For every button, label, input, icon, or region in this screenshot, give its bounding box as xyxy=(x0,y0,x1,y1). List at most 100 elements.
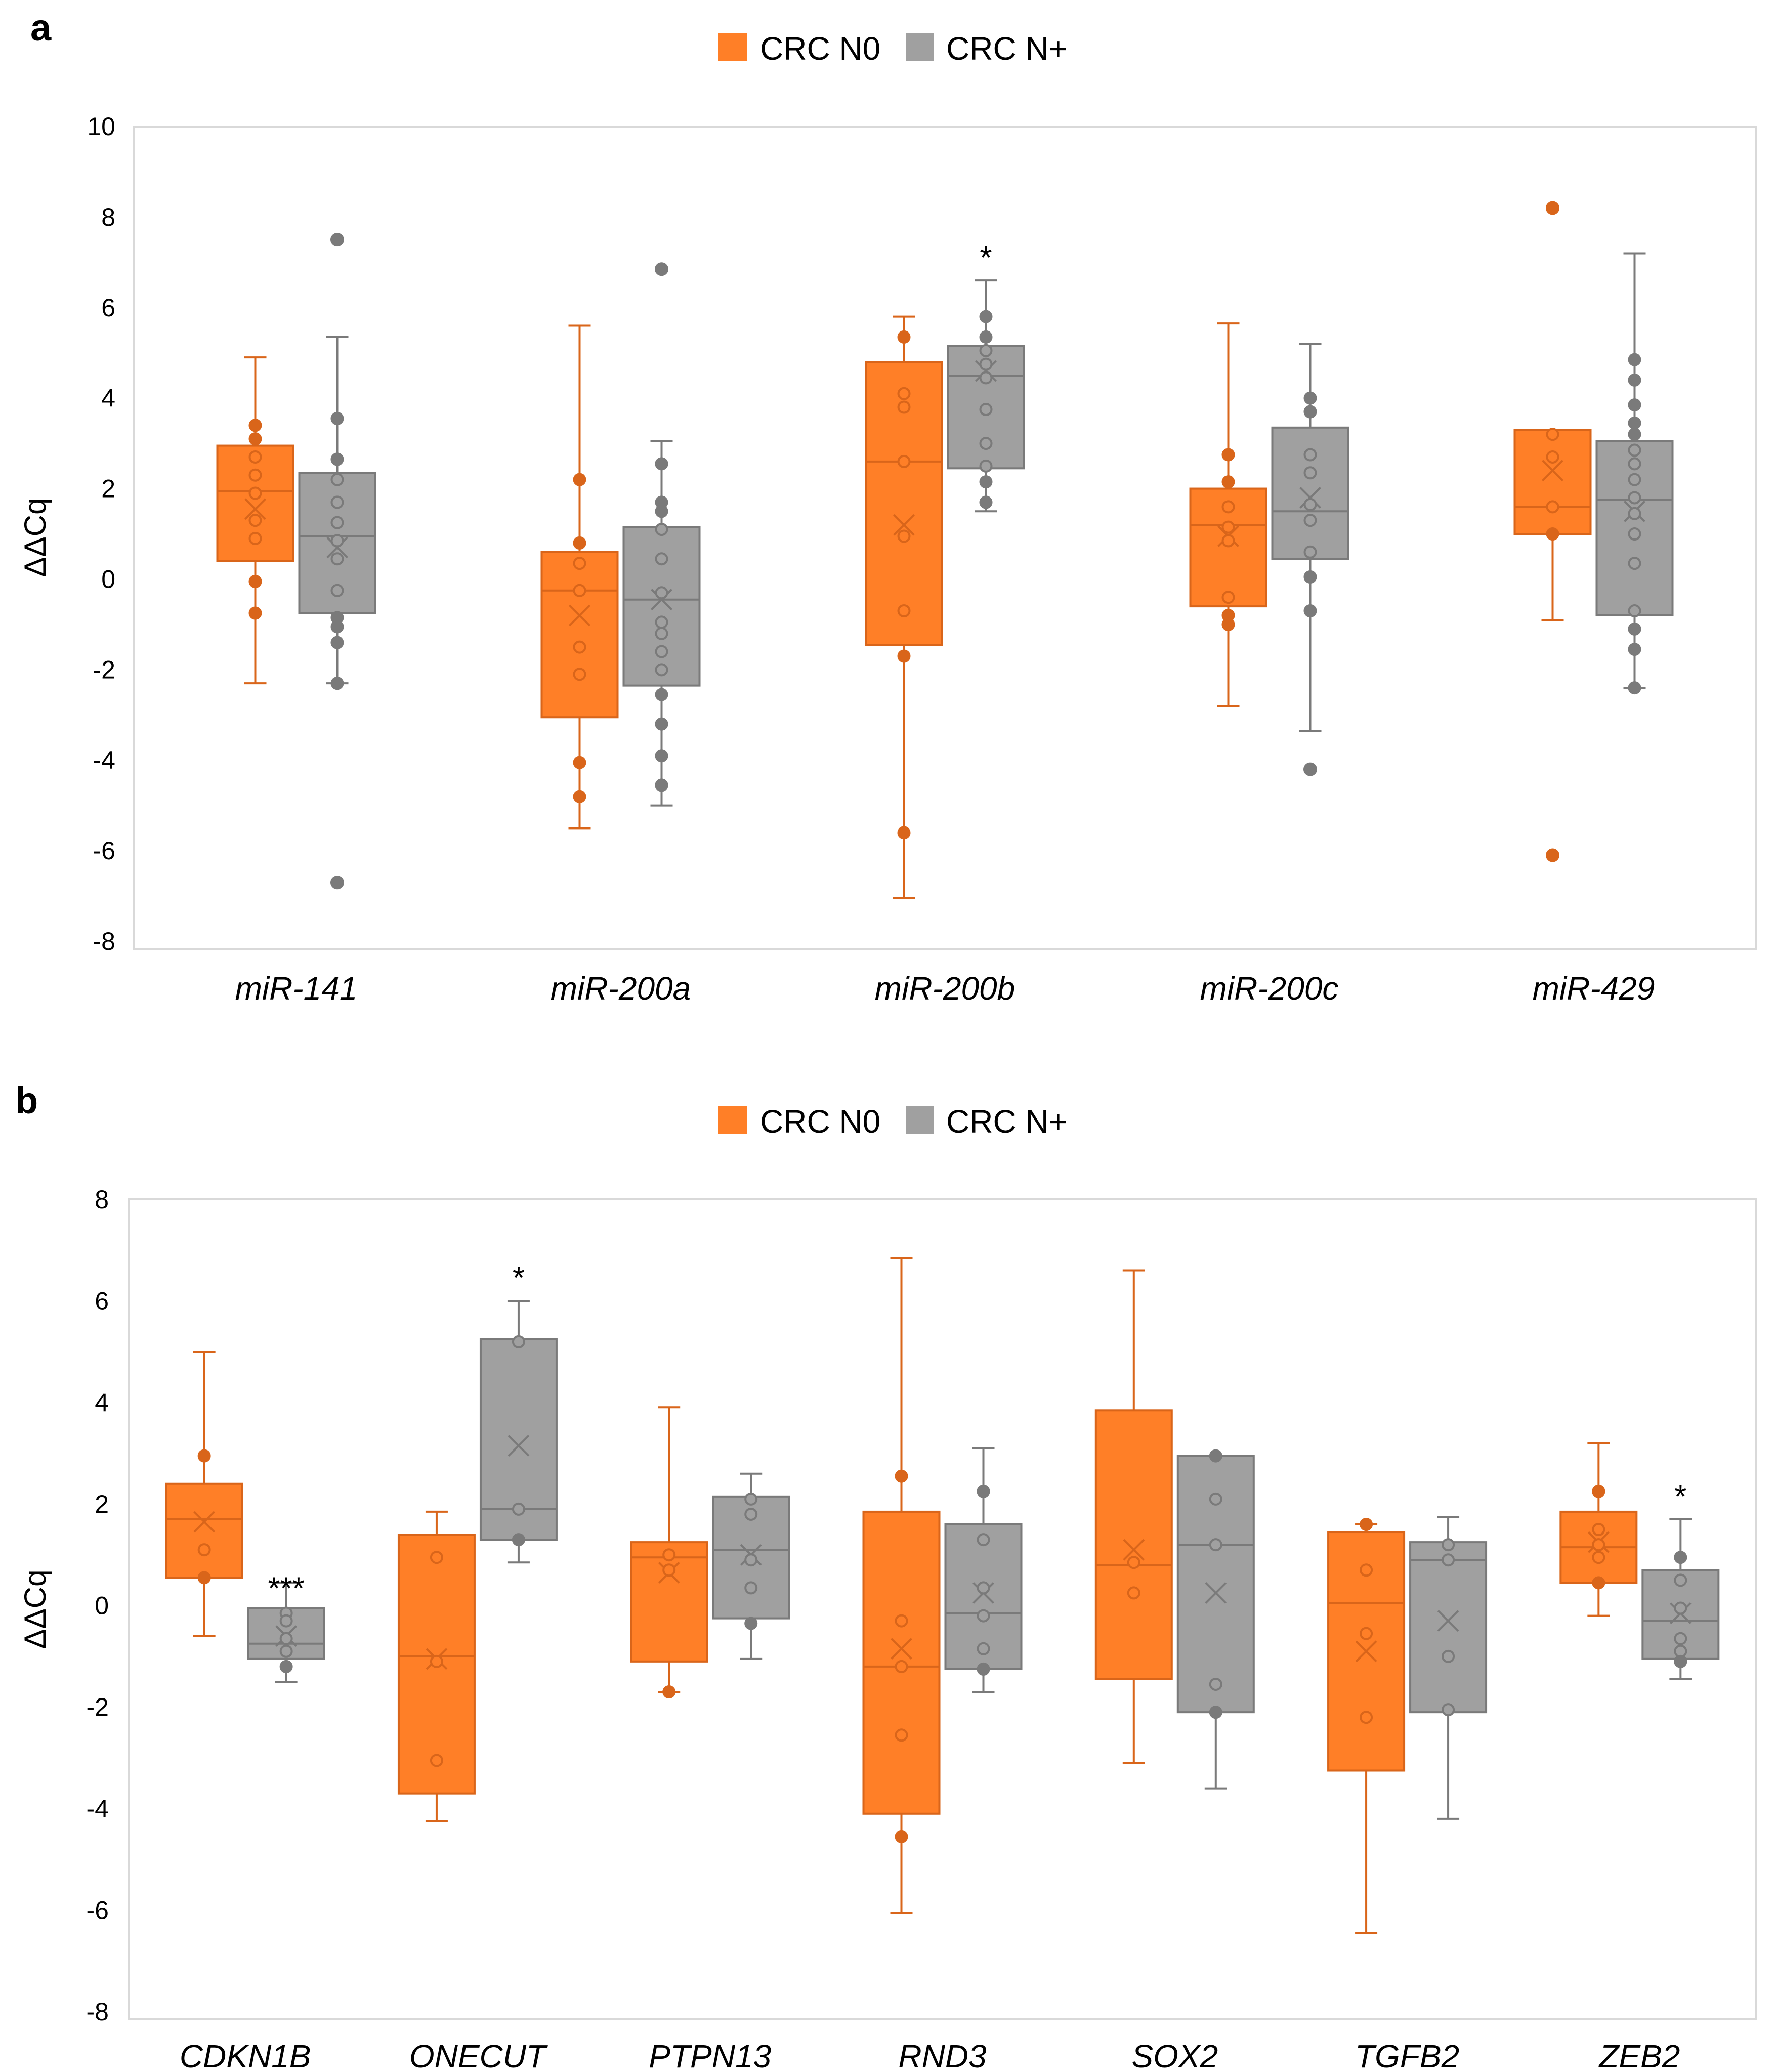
data-point xyxy=(330,473,344,486)
panel-a-letter: a xyxy=(30,7,52,49)
panel-b-y-ticks: 8 6 4 2 0 -2 -4 -6 -8 xyxy=(87,1185,109,2026)
data-point xyxy=(1628,398,1641,412)
panel-b-y-axis-label: ΔΔCq xyxy=(18,1570,52,1649)
data-point xyxy=(279,1660,293,1673)
data-point xyxy=(1592,1484,1605,1498)
panel-b-y-tick-label: 2 xyxy=(95,1490,109,1518)
data-point xyxy=(1221,591,1235,604)
panel-b-significance-marker: * xyxy=(513,1261,525,1296)
mean-marker xyxy=(975,360,997,382)
panel-b-legend: CRC N0 CRC N+ xyxy=(718,1103,1068,1140)
data-point xyxy=(655,627,668,640)
data-point xyxy=(573,790,586,803)
panel-a-y-tick-label: -8 xyxy=(93,927,115,956)
mean-marker xyxy=(651,589,672,611)
panel-b-legend-swatch-n0 xyxy=(718,1106,747,1134)
panel-b-categories: CDKN1B ONECUT PTPN13 RND3 SOX2 TGFB2 ZEB2 xyxy=(180,2038,1680,2072)
data-point xyxy=(979,310,993,323)
panel-b-box-npos xyxy=(944,1447,1023,1693)
data-point xyxy=(1628,604,1641,618)
data-point xyxy=(895,1469,908,1483)
data-point xyxy=(1221,500,1235,514)
data-point xyxy=(1303,545,1317,559)
data-point xyxy=(330,636,344,649)
data-point xyxy=(197,1543,211,1557)
data-point xyxy=(1674,1573,1687,1587)
data-point xyxy=(1221,520,1235,534)
box-iqr xyxy=(165,1482,243,1579)
box-iqr xyxy=(540,551,619,719)
data-point xyxy=(1592,1523,1605,1537)
data-point xyxy=(330,584,344,597)
panel-b-y-tick-label: 0 xyxy=(95,1592,109,1620)
data-point xyxy=(977,1533,990,1547)
data-point xyxy=(655,552,668,566)
data-point xyxy=(279,1644,293,1658)
box-iqr xyxy=(1513,429,1592,535)
panel-b-category-label: ONECUT xyxy=(409,2038,548,2072)
panel-a-chart: a CRC N0 CRC N+ ΔΔCq 10 8 6 4 2 0 -2 -4 -6 -8 miR… xyxy=(18,7,1757,1007)
data-point xyxy=(895,1728,908,1742)
data-point xyxy=(1628,527,1641,541)
data-point xyxy=(655,505,668,518)
data-point xyxy=(1209,1706,1222,1719)
data-point xyxy=(662,1685,676,1699)
data-point xyxy=(1303,604,1317,618)
panel-b-box-n0 xyxy=(165,1350,243,1637)
data-point xyxy=(1592,1551,1605,1564)
data-point xyxy=(979,403,993,417)
mean-marker xyxy=(1542,460,1563,482)
panel-b-category-label: SOX2 xyxy=(1131,2038,1218,2072)
data-point xyxy=(430,1654,443,1668)
panel-a-y-tick-label: 6 xyxy=(101,294,115,322)
data-point xyxy=(279,1632,293,1645)
data-point xyxy=(895,1614,908,1628)
data-point xyxy=(1442,1649,1455,1663)
data-point xyxy=(1628,557,1641,570)
data-point xyxy=(330,411,344,425)
panel-a-category-label: miR-200c xyxy=(1200,970,1339,1007)
data-point xyxy=(744,1492,758,1506)
data-point xyxy=(979,371,993,385)
panel-b-box-n0 xyxy=(397,1510,476,1822)
mean-marker xyxy=(1355,1640,1377,1663)
mean-marker xyxy=(508,1435,530,1457)
data-point xyxy=(897,826,911,840)
data-point xyxy=(1628,353,1641,366)
data-point xyxy=(573,640,586,654)
data-point xyxy=(977,1642,990,1655)
panel-b-letter: b xyxy=(15,1080,38,1122)
data-point xyxy=(1209,1449,1222,1463)
panel-a-y-tick-label: 8 xyxy=(101,203,115,231)
data-point xyxy=(1628,443,1641,457)
mean-marker xyxy=(1437,1610,1459,1632)
panel-a-legend-swatch-npos xyxy=(906,33,934,61)
data-point xyxy=(330,534,344,548)
panel-b-y-tick-label: 8 xyxy=(95,1185,109,1214)
panel-a-y-tick-label: 2 xyxy=(101,475,115,503)
data-point xyxy=(1303,498,1317,511)
data-point xyxy=(655,663,668,677)
data-point xyxy=(330,516,344,529)
data-point xyxy=(897,649,911,663)
panel-a-category-label: miR-200b xyxy=(875,970,1015,1007)
data-point xyxy=(655,749,668,763)
panel-a-y-tick-label: -6 xyxy=(93,837,115,865)
data-point xyxy=(895,1830,908,1843)
data-point xyxy=(1127,1556,1140,1569)
data-point xyxy=(744,1507,758,1521)
data-point xyxy=(1628,622,1641,636)
data-point xyxy=(197,1571,211,1585)
panel-b-significance-marker: *** xyxy=(268,1571,304,1606)
panel-b-box-n0 xyxy=(862,1257,941,1914)
data-point xyxy=(1674,1551,1687,1564)
data-point xyxy=(662,1563,676,1577)
data-point xyxy=(1628,507,1641,520)
data-point xyxy=(655,645,668,658)
data-point xyxy=(979,437,993,450)
data-point xyxy=(1592,1576,1605,1590)
data-point xyxy=(430,1754,443,1767)
data-point xyxy=(897,454,911,468)
panel-a-box-npos xyxy=(1595,252,1674,695)
